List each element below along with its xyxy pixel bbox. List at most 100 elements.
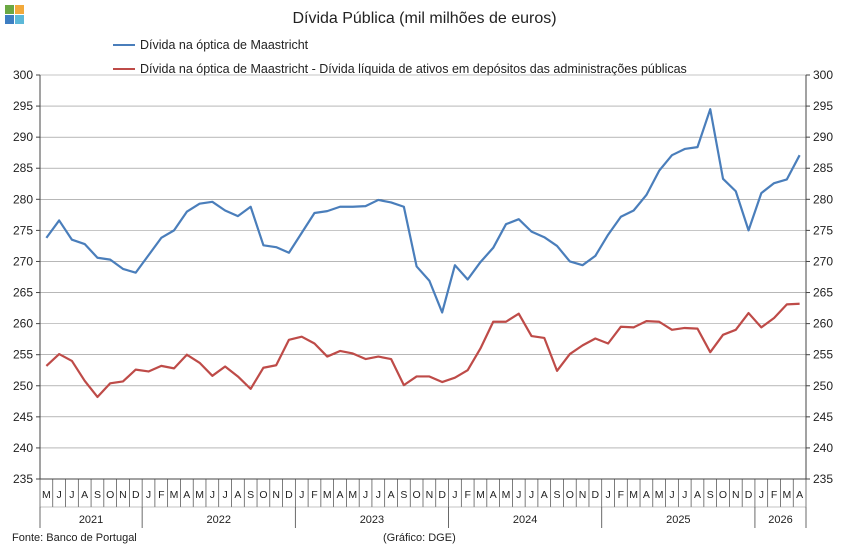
logo-square — [15, 5, 24, 14]
x-tick-label: J — [605, 489, 610, 501]
x-tick-label: J — [69, 489, 74, 501]
y-tick-label: 285 — [13, 161, 33, 175]
x-tick-label: F — [618, 489, 624, 501]
x-tick-label: O — [719, 489, 727, 501]
y-tick-label: 255 — [813, 348, 833, 362]
legend-swatch — [113, 43, 135, 47]
legend-item-liquida: Dívida na óptica de Maastricht - Dívida … — [113, 62, 687, 76]
y-tick-label: 265 — [813, 286, 833, 300]
x-tick-label: N — [732, 489, 740, 501]
y-tick-label: 280 — [13, 192, 33, 206]
x-tick-label: J — [146, 489, 151, 501]
x-tick-label: J — [759, 489, 764, 501]
y-tick-label: 290 — [813, 130, 833, 144]
x-tick-label: J — [682, 489, 687, 501]
x-tick-label: S — [400, 489, 407, 501]
y-tick-label: 300 — [13, 68, 33, 82]
x-tick-label: M — [629, 489, 638, 501]
logo-square — [15, 15, 24, 24]
x-tick-label: J — [222, 489, 227, 501]
x-tick-label: N — [119, 489, 127, 501]
x-tick-label: J — [210, 489, 215, 501]
y-tick-label: 235 — [13, 472, 33, 486]
x-tick-label: A — [643, 489, 650, 501]
x-tick-label: F — [158, 489, 164, 501]
x-tick-label: M — [655, 489, 664, 501]
series-line-1 — [45, 108, 801, 314]
chart-title: Dívida Pública (mil milhões de euros) — [292, 10, 557, 27]
x-tick-label: F — [311, 489, 317, 501]
y-tick-label: 280 — [813, 192, 833, 206]
year-label: 2021 — [79, 514, 103, 526]
graph-note: (Gráfico: DGE) — [383, 532, 456, 544]
y-tick-label: 270 — [813, 254, 833, 268]
year-label: 2025 — [666, 514, 690, 526]
x-tick-label: D — [438, 489, 446, 501]
x-tick-label: A — [183, 489, 190, 501]
x-tick-label: J — [529, 489, 534, 501]
logo-square — [5, 5, 14, 14]
x-tick-label: A — [490, 489, 497, 501]
y-tick-label: 250 — [13, 379, 33, 393]
x-tick-label: M — [476, 489, 485, 501]
legend-item-maastricht: Dívida na óptica de Maastricht — [113, 38, 308, 52]
y-tick-label: 240 — [813, 441, 833, 455]
year-label: 2023 — [360, 514, 384, 526]
source-note: Fonte: Banco de Portugal — [12, 532, 137, 544]
x-tick-label: D — [592, 489, 600, 501]
x-tick-label: M — [502, 489, 511, 501]
x-tick-label: F — [464, 489, 470, 501]
y-tick-label: 295 — [13, 99, 33, 113]
x-tick-label: A — [81, 489, 88, 501]
x-tick-label: M — [170, 489, 179, 501]
y-tick-label: 250 — [813, 379, 833, 393]
y-tick-label: 295 — [813, 99, 833, 113]
x-tick-label: S — [94, 489, 101, 501]
x-tick-label: A — [388, 489, 395, 501]
x-tick-label: J — [452, 489, 457, 501]
logo — [5, 5, 25, 25]
y-tick-label: 240 — [13, 441, 33, 455]
legend-label: Dívida na óptica de Maastricht — [140, 38, 309, 52]
x-tick-label: F — [771, 489, 777, 501]
x-tick-label: A — [796, 489, 803, 501]
y-tick-label: 235 — [813, 472, 833, 486]
x-tick-label: N — [579, 489, 587, 501]
x-tick-label: N — [272, 489, 280, 501]
x-tick-label: J — [516, 489, 521, 501]
x-tick-label: J — [669, 489, 674, 501]
x-tick-label: S — [247, 489, 254, 501]
x-tick-label: S — [707, 489, 714, 501]
x-tick-label: M — [782, 489, 791, 501]
x-tick-label: A — [694, 489, 701, 501]
x-tick-label: J — [363, 489, 368, 501]
y-tick-label: 260 — [813, 317, 833, 331]
x-tick-label: O — [259, 489, 267, 501]
y-tick-label: 260 — [13, 317, 33, 331]
y-tick-label: 245 — [13, 410, 33, 424]
x-tick-label: M — [42, 489, 51, 501]
y-tick-label: 255 — [13, 348, 33, 362]
x-tick-label: M — [195, 489, 204, 501]
year-label: 2022 — [206, 514, 230, 526]
y-tick-label: 285 — [813, 161, 833, 175]
legend-swatch — [113, 67, 135, 71]
x-tick-label: O — [566, 489, 574, 501]
series-line-2 — [45, 302, 800, 399]
y-tick-label: 275 — [13, 223, 33, 237]
y-tick-label: 265 — [13, 286, 33, 300]
x-tick-label: A — [541, 489, 548, 501]
year-label: 2024 — [513, 514, 537, 526]
logo-square — [5, 15, 14, 24]
y-tick-label: 270 — [13, 254, 33, 268]
x-tick-label: J — [299, 489, 304, 501]
x-tick-label: O — [413, 489, 421, 501]
y-tick-label: 290 — [13, 130, 33, 144]
x-tick-label: A — [234, 489, 241, 501]
x-tick-label: M — [323, 489, 332, 501]
x-tick-label: M — [348, 489, 357, 501]
x-tick-label: D — [132, 489, 140, 501]
legend-label: Dívida na óptica de Maastricht - Dívida … — [140, 62, 687, 76]
y-tick-label: 300 — [813, 68, 833, 82]
